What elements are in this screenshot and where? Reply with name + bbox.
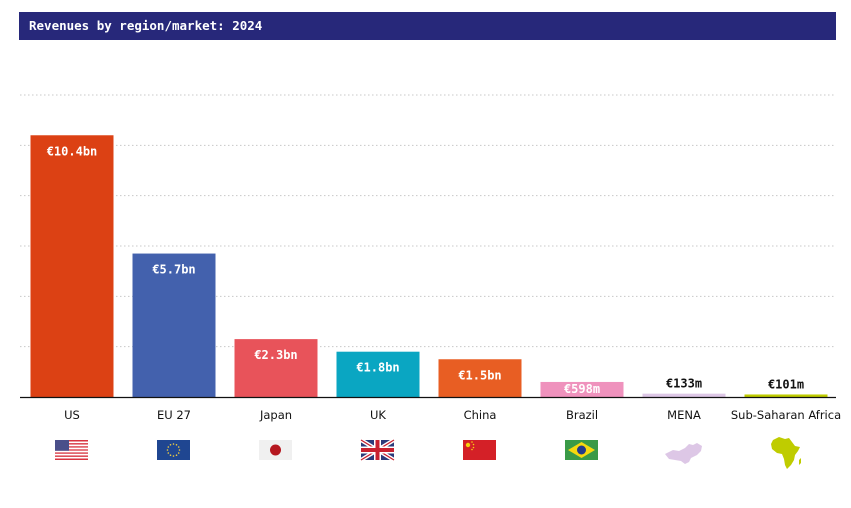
title-bar: Revenues by region/market: 2024 (19, 12, 836, 40)
value-label-3: €1.8bn (356, 361, 399, 375)
category-icons (55, 437, 801, 469)
value-label-7: €101m (768, 377, 804, 391)
bar-2 (234, 339, 318, 397)
value-label-5: €598m (564, 382, 600, 396)
africa-map-icon (771, 437, 801, 469)
bar-4 (438, 359, 522, 397)
china-flag-icon (463, 440, 496, 460)
value-label-4: €1.5bn (458, 368, 501, 382)
category-labels: US EU 27 Japan UK China Brazil MENA Sub-Saharan… (64, 408, 841, 422)
category-label-0: US (64, 408, 80, 422)
bar-1 (132, 253, 216, 397)
bar-3 (336, 351, 420, 397)
bar-7 (744, 394, 828, 397)
us-flag-icon (55, 440, 88, 460)
value-labels: €10.4bn €5.7bn €2.3bn €1.8bn €1.5bn €598m €133… (47, 144, 804, 396)
mena-map-icon (665, 443, 702, 464)
category-label-4: China (464, 408, 497, 422)
gridlines (20, 94, 836, 348)
category-label-1: EU 27 (157, 408, 191, 422)
category-label-3: UK (370, 408, 386, 422)
eu-flag-icon (157, 440, 190, 460)
brazil-flag-icon (565, 440, 598, 460)
bars (30, 135, 828, 397)
value-label-2: €2.3bn (254, 348, 297, 362)
category-label-6: MENA (667, 408, 701, 422)
bar-0 (30, 135, 114, 397)
bar-5 (540, 381, 624, 397)
value-label-1: €5.7bn (152, 263, 195, 277)
value-label-6: €133m (666, 377, 702, 391)
bar-6 (642, 393, 726, 397)
uk-flag-icon (359, 438, 396, 462)
category-label-5: Brazil (566, 408, 598, 422)
value-label-0: €10.4bn (47, 144, 98, 158)
category-label-7: Sub-Saharan Africa (731, 408, 841, 422)
chart-title: Revenues by region/market: 2024 (29, 18, 263, 33)
category-label-2: Japan (259, 408, 292, 422)
japan-flag-icon (259, 440, 292, 460)
